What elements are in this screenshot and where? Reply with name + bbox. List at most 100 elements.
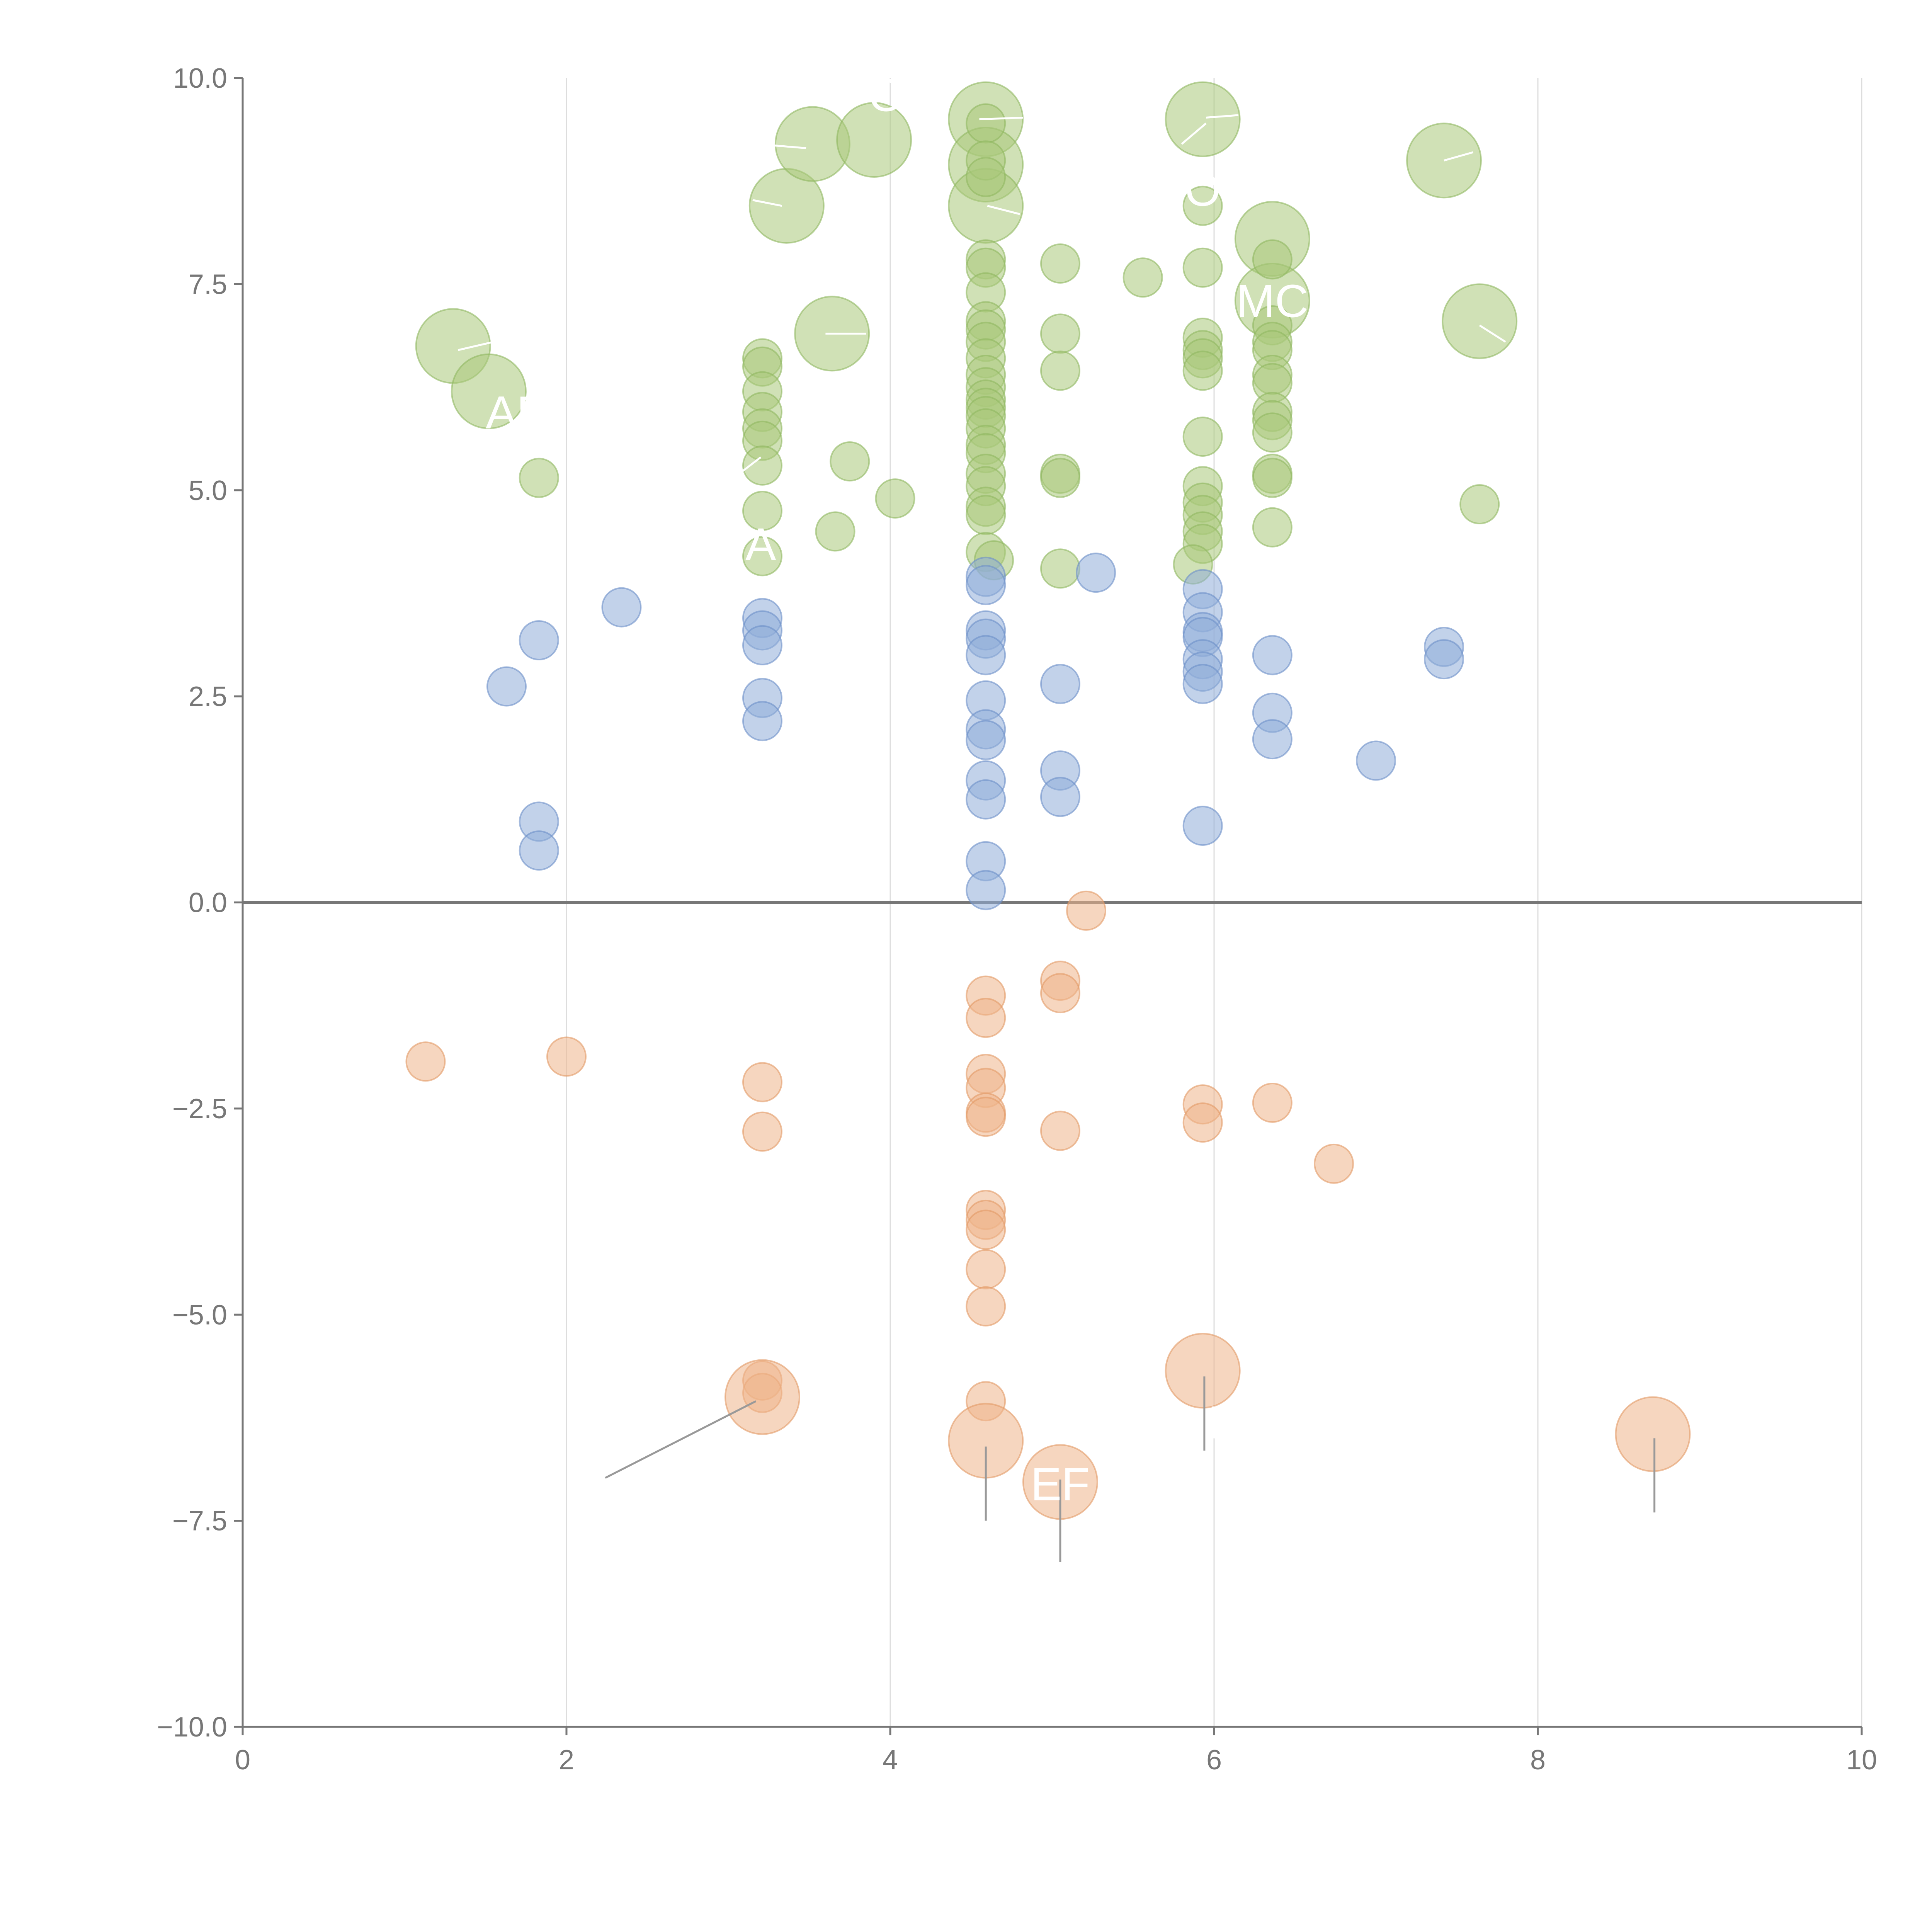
high-point-10 (742, 491, 782, 531)
y-tick-label-6: 5.0 (189, 475, 227, 506)
leader-line-7 (752, 199, 782, 207)
mid-point-25 (1076, 553, 1116, 593)
x-tick-label-3: 6 (1206, 1745, 1222, 1776)
mid-point-21 (966, 870, 1006, 910)
low-point-30 (1615, 1396, 1691, 1472)
x-tick-label-5: 10 (1846, 1745, 1877, 1776)
x-tick-label-2: 4 (883, 1745, 898, 1776)
high-point-2 (519, 457, 559, 498)
high-point-9 (742, 445, 782, 486)
low-point-3 (742, 1111, 782, 1152)
mid-point-9 (742, 701, 782, 742)
high-point-16 (830, 441, 870, 482)
point-annotation-0: FOG (840, 69, 940, 121)
high-point-53 (1165, 81, 1241, 157)
high-point-50 (1040, 457, 1080, 498)
y-tick-label-5: 2.5 (189, 681, 227, 712)
low-point-16 (966, 1249, 1006, 1289)
low-point-17 (966, 1286, 1006, 1327)
high-point-22 (966, 103, 1006, 144)
mid-point-11 (966, 565, 1006, 605)
low-point-24 (1066, 890, 1106, 931)
high-point-24 (966, 157, 1006, 197)
x-tick-label-1: 2 (559, 1745, 574, 1776)
high-point-17 (836, 102, 912, 178)
high-point-54 (1182, 185, 1223, 226)
high-point-48 (1040, 350, 1080, 391)
high-point-77 (1252, 412, 1293, 453)
mid-point-39 (1423, 639, 1464, 680)
high-point-80 (1252, 507, 1293, 548)
leader-line-12 (1479, 324, 1506, 343)
high-point-60 (1182, 417, 1223, 457)
point-annotation-2: MC (1236, 276, 1309, 327)
leader-line-0 (605, 1400, 757, 1479)
y-tick-label-7: 7.5 (189, 269, 227, 300)
tick-labels: −10.0 −7.5 −5.0 −2.5 0.0 2.5 5.0 7.5 10.0 0 2 4 6 8 10 (157, 63, 1877, 1776)
low-point-26 (1182, 1102, 1223, 1143)
low-point-0 (405, 1041, 446, 1082)
annotation-labels: FOG O MC AR A EF I (486, 69, 1308, 1510)
mid-point-34 (1252, 635, 1293, 675)
point-annotation-5: EF (1031, 1458, 1090, 1510)
high-point-46 (1040, 243, 1080, 284)
point-annotation-4: A (745, 519, 776, 570)
low-point-8 (966, 998, 1006, 1038)
mid-point-17 (966, 720, 1006, 760)
high-point-55 (1182, 247, 1223, 288)
data-points (405, 81, 1691, 1520)
x-tick-label-4: 8 (1530, 1745, 1546, 1776)
low-point-29 (1314, 1143, 1354, 1184)
mid-point-36 (1252, 719, 1293, 760)
high-point-11 (742, 536, 782, 577)
low-point-28 (1252, 1082, 1293, 1123)
high-point-43 (966, 495, 1006, 535)
leader-line-15 (728, 456, 762, 483)
mid-point-3 (519, 830, 559, 871)
mid-point-33 (1182, 806, 1223, 846)
leader-line-14 (987, 205, 1020, 215)
mid-point-4 (601, 587, 642, 628)
y-tick-label-3: −2.5 (172, 1094, 227, 1124)
leader-line-6 (736, 141, 806, 149)
high-point-51 (1040, 548, 1080, 589)
low-point-6 (724, 1359, 800, 1435)
mid-point-22 (1040, 664, 1080, 704)
leader-line-8 (979, 116, 1023, 121)
high-point-69 (1252, 239, 1293, 280)
y-tick-label-4: 0.0 (189, 888, 227, 918)
point-annotation-6: I (1208, 1396, 1220, 1448)
mid-point-37 (1356, 740, 1396, 781)
high-point-18 (875, 478, 915, 519)
leader-line-5 (457, 341, 494, 351)
high-point-52 (1122, 257, 1163, 298)
y-tick-label-0: −10.0 (157, 1712, 227, 1743)
leader-line-9 (1206, 114, 1239, 119)
low-point-27 (1165, 1333, 1241, 1409)
low-point-2 (742, 1062, 782, 1102)
y-tick-label-8: 10.0 (173, 63, 227, 94)
low-point-1 (546, 1036, 587, 1077)
high-point-59 (1182, 350, 1223, 391)
low-point-15 (966, 1209, 1006, 1250)
point-annotation-3: AR (486, 387, 550, 439)
mid-point-7 (742, 625, 782, 665)
high-point-15 (815, 511, 855, 552)
high-point-82 (1442, 283, 1518, 359)
mid-point-19 (966, 779, 1006, 820)
high-point-1 (451, 353, 527, 429)
annotation-leaders (457, 114, 1656, 1562)
mid-point-32 (1182, 664, 1223, 704)
high-point-79 (1252, 457, 1293, 498)
x-tick-label-0: 0 (235, 1745, 250, 1776)
low-point-21 (1040, 973, 1080, 1014)
leader-line-11 (1444, 151, 1474, 162)
high-point-47 (1040, 313, 1080, 354)
leader-line-10 (1181, 122, 1207, 145)
mid-point-0 (486, 666, 527, 707)
low-point-22 (1040, 1111, 1080, 1151)
point-annotation-1: O (1185, 164, 1221, 216)
y-tick-label-1: −7.5 (172, 1506, 227, 1537)
mid-point-14 (966, 635, 1006, 675)
